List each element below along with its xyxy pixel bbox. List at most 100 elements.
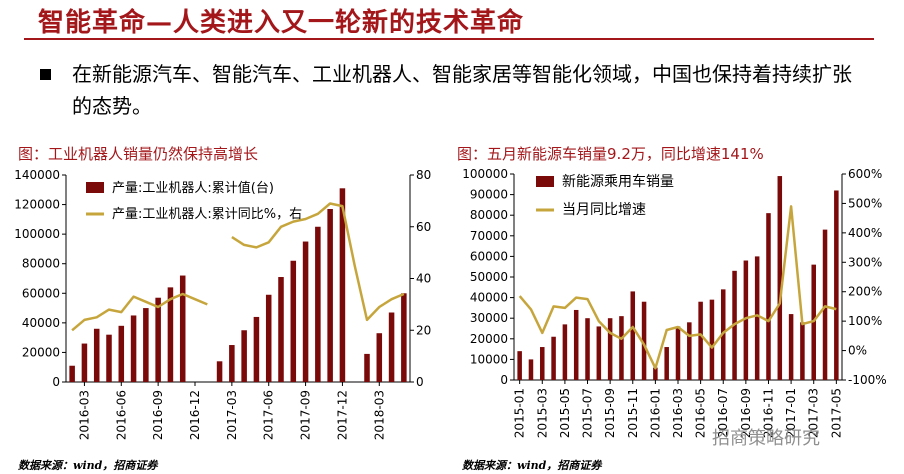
legend-bar-label: 新能源乘用车销量 xyxy=(562,173,674,190)
y-left-tick-label: 50000 xyxy=(470,270,508,284)
x-tick-label: 2016-07 xyxy=(716,388,730,438)
y-right-tick-label: 300% xyxy=(848,255,882,269)
bar-2018-04 xyxy=(388,312,395,382)
x-tick-label: 2017-09 xyxy=(299,390,313,440)
bar-2016-11 xyxy=(179,275,186,382)
bar-2016-04 xyxy=(93,328,100,382)
bar-2017-02 xyxy=(216,361,223,382)
x-tick-label: 2015-07 xyxy=(581,388,595,438)
bar-2016-09 xyxy=(155,297,161,382)
x-tick-label: 2016-03 xyxy=(671,388,685,438)
y-right-tick-label: 80 xyxy=(416,168,431,182)
legend-line-label: 产量:工业机器人:累计同比%，右 xyxy=(112,207,302,222)
y-right-tick-label: 20 xyxy=(416,323,431,337)
x-tick-label: 2017-01 xyxy=(784,388,798,438)
x-tick-label: 2016-01 xyxy=(648,388,662,438)
x-tick-label: 2015-03 xyxy=(535,388,549,438)
bullet-text: 在新能源汽车、智能汽车、工业机器人、智能家居等智能化领域，中国也保持着持续扩张的… xyxy=(72,62,852,118)
bar-2016-02 xyxy=(69,365,75,382)
bar-2016-12 xyxy=(777,176,783,380)
y-left-tick-label: 30000 xyxy=(470,311,508,325)
bar-2015-02 xyxy=(528,359,534,380)
bar-2016-06 xyxy=(118,325,125,382)
y-right-tick-label: 500% xyxy=(848,196,882,210)
y-left-tick-label: 60000 xyxy=(22,286,60,300)
y-left-tick-label: 100000 xyxy=(14,227,60,241)
bar-2016-04 xyxy=(687,322,692,380)
x-tick-label: 2016-09 xyxy=(151,390,165,440)
bar-2015-11 xyxy=(630,291,636,380)
bar-2018-02 xyxy=(364,353,370,382)
y-right-tick-label: -100% xyxy=(848,373,887,387)
y-left-tick-label: 0 xyxy=(500,373,508,387)
bar-2016-07 xyxy=(130,315,137,382)
page-title: 智能革命—人类进入又一轮新的技术革命 xyxy=(38,8,525,38)
x-tick-label: 2016-06 xyxy=(114,390,128,440)
y-left-tick-label: 140000 xyxy=(14,168,60,182)
bar-2016-06 xyxy=(709,299,715,380)
bar-2015-07 xyxy=(585,318,590,380)
y-left-tick-label: 80000 xyxy=(22,257,60,271)
y-left-tick-label: 100000 xyxy=(462,167,508,181)
title-divider xyxy=(24,38,874,40)
y-left-tick-label: 40000 xyxy=(470,291,508,305)
bar-2017-02 xyxy=(800,322,805,380)
y-left-tick-label: 60000 xyxy=(470,249,508,263)
legend-line-label: 当月同比增速 xyxy=(562,202,646,218)
source-note-right: 数据来源：wind，招商证券 xyxy=(462,459,602,472)
bullet-marker xyxy=(40,69,51,80)
legend-bar-label: 产量:工业机器人:累计值(台) xyxy=(112,180,274,196)
bar-2016-09 xyxy=(743,260,749,380)
y-left-tick-label: 90000 xyxy=(470,188,508,202)
y-left-tick-label: 10000 xyxy=(470,352,508,366)
y-left-tick-label: 0 xyxy=(52,375,60,389)
bar-2016-02 xyxy=(664,347,669,380)
bar-2017-10 xyxy=(315,226,321,382)
source-note-left: 数据来源：wind，招商证券 xyxy=(18,459,158,472)
x-tick-label: 2015-09 xyxy=(603,388,617,438)
y-left-tick-label: 80000 xyxy=(470,208,508,222)
y-right-tick-label: 0% xyxy=(848,344,867,358)
bar-2017-07 xyxy=(278,277,284,382)
bar-2018-03 xyxy=(376,333,383,382)
bar-2017-06 xyxy=(265,294,272,382)
bar-2017-05 xyxy=(253,316,260,382)
x-tick-label: 2017-03 xyxy=(225,390,239,440)
y-right-tick-label: 0 xyxy=(416,375,424,389)
nev-sales-chart: 0 10000 20000 30000 40000 50000 60000 70000 8000… xyxy=(462,167,887,438)
x-tick-label: 2017-06 xyxy=(262,390,276,440)
legend-bar-swatch xyxy=(86,182,104,193)
bar-2017-04 xyxy=(241,330,247,382)
bar-2017-04 xyxy=(822,229,828,380)
robot-production-chart: 0 20000 40000 60000 80000 100000 120000 140000 0… xyxy=(14,168,431,440)
bar-2017-12 xyxy=(339,188,346,382)
y-right-tick-label: 400% xyxy=(848,226,882,240)
x-tick-label: 2015-01 xyxy=(513,388,527,438)
bar-2016-08 xyxy=(143,308,149,382)
y-left-tick-label: 20000 xyxy=(470,332,508,346)
y-left-tick-label: 20000 xyxy=(22,345,60,359)
bar-2015-01 xyxy=(517,351,522,380)
x-tick-label: 2015-11 xyxy=(626,388,640,438)
bar-2016-03 xyxy=(81,343,88,382)
y-left-tick-label: 120000 xyxy=(14,198,60,212)
bar-2017-11 xyxy=(327,209,333,382)
bar-2016-10 xyxy=(167,287,174,382)
bar-2015-03 xyxy=(540,347,545,380)
x-tick-label: 2017-05 xyxy=(829,388,843,438)
y-right-tick-label: 600% xyxy=(848,167,882,181)
x-tick-label: 2016-03 xyxy=(77,390,91,440)
bar-2015-05 xyxy=(562,324,568,380)
left-chart-title: 图：工业机器人销量仍然保持高增长 xyxy=(18,145,259,163)
bar-2018-05 xyxy=(401,293,407,382)
bar-2017-03 xyxy=(229,345,235,382)
y-right-tick-label: 200% xyxy=(848,285,882,299)
x-tick-label: 2017-03 xyxy=(807,388,821,438)
bar-2015-12 xyxy=(641,301,647,380)
x-tick-label: 2016-11 xyxy=(761,388,775,438)
y-left-tick-label: 70000 xyxy=(470,229,508,243)
watermark: 招商策略研究 xyxy=(712,428,820,449)
y-right-tick-label: 60 xyxy=(416,220,431,234)
x-tick-label: 2016-09 xyxy=(739,388,753,438)
x-tick-label: 2016-05 xyxy=(694,388,708,438)
